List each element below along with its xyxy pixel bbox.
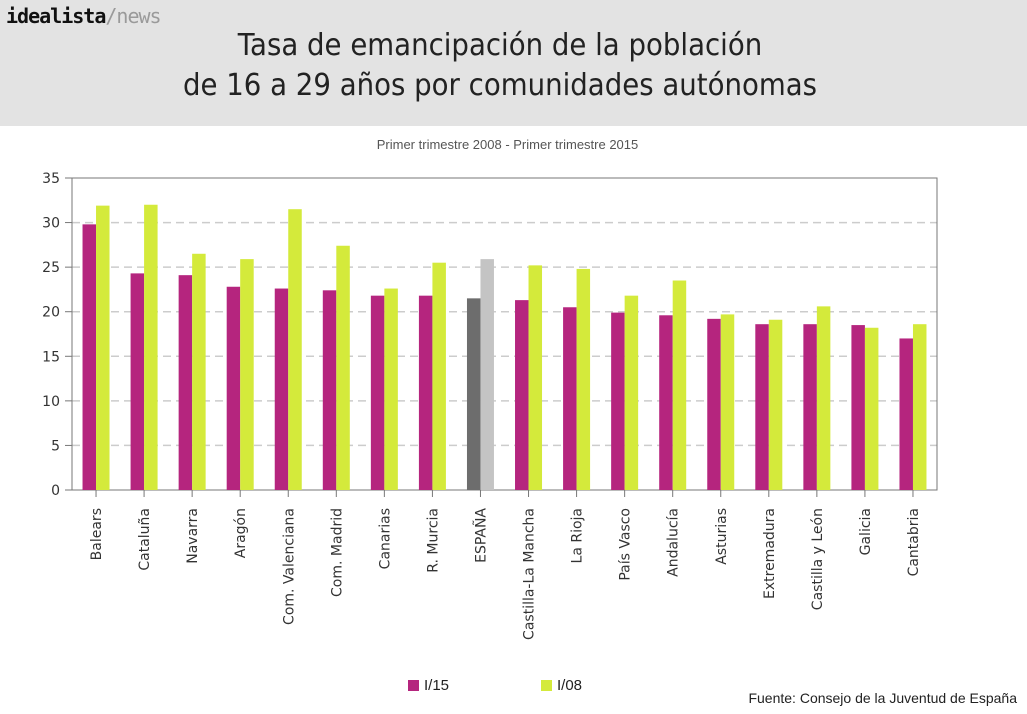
bar-2008 xyxy=(912,324,927,490)
bar-2015 xyxy=(82,224,97,490)
y-tick-label: 20 xyxy=(42,305,60,321)
y-tick-label: 30 xyxy=(42,216,60,232)
bar-2015 xyxy=(563,307,577,490)
bar-2008 xyxy=(528,265,543,490)
legend-item-2008: I/08 xyxy=(541,677,582,694)
x-tick-label: Galicia xyxy=(858,508,874,555)
bar-2015 xyxy=(803,324,817,490)
y-tick-label: 25 xyxy=(42,260,60,276)
bar-2015 xyxy=(851,325,865,490)
y-tick-label: 0 xyxy=(51,483,60,499)
bar-2008 xyxy=(624,295,639,490)
bar-2008 xyxy=(480,259,494,490)
x-tick-label: ESPAÑA xyxy=(472,508,489,563)
x-tick-label: Castilla y León xyxy=(810,508,826,610)
logo-brand: idealista xyxy=(6,4,106,28)
bar-2008 xyxy=(192,253,206,490)
x-tick-label: Com. Valenciana xyxy=(281,508,297,625)
bar-2015 xyxy=(322,290,337,490)
bar-2015 xyxy=(130,273,145,490)
chart-title-line-1: Tasa de emancipación de la población xyxy=(237,28,763,63)
x-tick-label: Cataluña xyxy=(137,508,153,571)
bar-2015 xyxy=(611,312,625,490)
y-tick-label: 35 xyxy=(42,171,60,187)
bar-2008 xyxy=(384,288,398,490)
bar-2008 xyxy=(768,319,783,490)
bar-2015 xyxy=(466,298,481,490)
x-tick-label: Aragón xyxy=(233,508,249,558)
bar-2008 xyxy=(432,262,446,490)
x-tick-label: Castilla-La Mancha xyxy=(522,508,538,640)
bar-2008 xyxy=(864,327,879,490)
x-tick-label: Asturias xyxy=(714,508,730,565)
bar-2008 xyxy=(288,209,302,490)
logo-section: /news xyxy=(105,4,161,28)
chart-title: Tasa de emancipación de la población de … xyxy=(40,26,960,106)
bar-2008 xyxy=(96,205,110,491)
legend-label-2008: I/08 xyxy=(557,677,583,694)
bar-2015 xyxy=(370,295,385,490)
chart-header: idealista/news Tasa de emancipación de l… xyxy=(0,0,1027,126)
bar-2008 xyxy=(672,280,687,490)
x-tick-label: País Vasco xyxy=(618,508,634,581)
y-tick-label: 10 xyxy=(42,394,60,410)
legend-label-2015: I/15 xyxy=(424,677,450,694)
bar-2015 xyxy=(226,286,241,490)
bar-2015 xyxy=(659,315,673,490)
x-tick-label: Navarra xyxy=(185,508,201,564)
bar-2015 xyxy=(515,300,529,490)
bar-2008 xyxy=(144,204,158,490)
x-tick-label: Balears xyxy=(89,508,105,560)
x-tick-label: Com. Madrid xyxy=(329,508,345,597)
x-tick-label: Cantabria xyxy=(906,508,922,576)
bar-2015 xyxy=(418,295,433,490)
plot-frame xyxy=(71,177,938,491)
bar-2008 xyxy=(336,245,350,490)
x-tick-label: Andalucía xyxy=(666,508,682,577)
bar-2015 xyxy=(707,318,721,490)
bar-2008 xyxy=(720,314,735,490)
bar-2008 xyxy=(576,268,591,490)
idealista-logo[interactable]: idealista/news xyxy=(6,4,162,28)
chart-title-line-2: de 16 a 29 años por comunidades autónoma… xyxy=(182,68,818,103)
legend-swatch-2015 xyxy=(408,680,419,691)
bar-2015 xyxy=(899,338,913,490)
bar-2015 xyxy=(274,288,289,490)
bar-2015 xyxy=(178,275,193,490)
chart-subtitle: Primer trimestre 2008 - Primer trimestre… xyxy=(376,137,639,152)
x-tick-label: R. Murcia xyxy=(425,508,441,573)
x-tick-label: Extremadura xyxy=(762,508,778,599)
y-tick-label: 5 xyxy=(51,438,60,454)
legend-swatch-2008 xyxy=(541,680,552,691)
x-tick-label: La Rioja xyxy=(570,508,586,563)
bar-2008 xyxy=(816,306,831,490)
bar-2015 xyxy=(755,324,769,490)
x-tick-label: Canarias xyxy=(377,508,393,569)
y-tick-label: 15 xyxy=(42,349,60,365)
legend-item-2015: I/15 xyxy=(408,677,449,694)
source-note: Fuente: Consejo de la Juventud de España xyxy=(748,690,1017,706)
bar-2008 xyxy=(240,259,254,490)
